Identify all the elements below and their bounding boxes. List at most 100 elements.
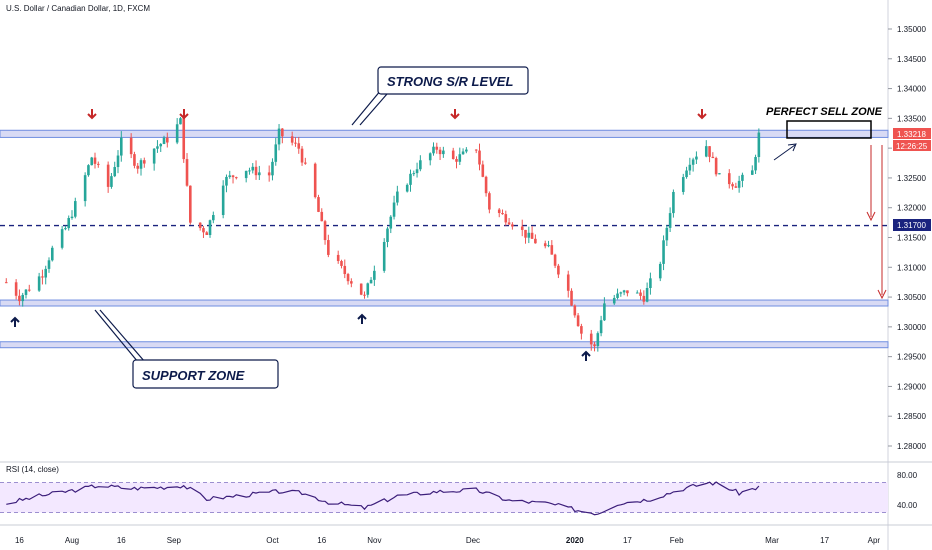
- candle-body: [90, 157, 94, 166]
- buy-signal-arrowhead: [581, 350, 591, 357]
- support-zone-1: [0, 299, 889, 307]
- candle-body: [438, 149, 442, 155]
- candle-body: [336, 254, 340, 262]
- candle-body: [228, 175, 232, 177]
- candle-body: [346, 274, 350, 282]
- candle-body: [635, 292, 639, 294]
- candle-body: [757, 132, 761, 158]
- candle-body: [350, 281, 353, 284]
- candle-body: [580, 326, 583, 334]
- candle-body: [254, 166, 258, 176]
- time-tick-label: 2020: [566, 536, 584, 545]
- target-arrows: [866, 145, 887, 300]
- price-tick-label: 1.28000: [897, 442, 926, 451]
- candle-body: [67, 218, 71, 229]
- candle-body: [639, 292, 642, 296]
- last-price-text: 1.33218: [897, 130, 926, 139]
- candle-body: [359, 283, 363, 295]
- candle-body: [4, 282, 8, 284]
- candle-body: [734, 186, 738, 188]
- time-tick-label: Oct: [266, 536, 279, 545]
- candle-body: [304, 162, 307, 164]
- candle-body: [343, 265, 347, 275]
- candle-body: [573, 305, 577, 316]
- support-callout: SUPPORT ZONE: [94, 309, 279, 389]
- price-axis[interactable]: 1.350001.345001.340001.335001.330001.325…: [888, 25, 926, 451]
- candle-body: [695, 156, 698, 160]
- candle-body: [198, 222, 202, 229]
- candle-body: [382, 241, 386, 271]
- candle-body: [235, 177, 238, 179]
- countdown-badge: [893, 140, 931, 151]
- candle-body: [451, 150, 455, 160]
- rsi-tick-label: 80.00: [897, 471, 918, 480]
- candle-body: [622, 290, 626, 293]
- candle-body: [290, 136, 294, 143]
- symbol-title: U.S. Dollar / Canadian Dollar, 1D, FXCM: [6, 4, 151, 13]
- candle-body: [603, 303, 606, 321]
- candle-body: [392, 202, 396, 217]
- candle-body: [481, 164, 485, 177]
- candle-body: [156, 146, 159, 149]
- candle-body: [642, 295, 646, 302]
- candle-body: [73, 201, 77, 217]
- time-tick-label: Dec: [466, 536, 480, 545]
- candle-body: [557, 265, 560, 275]
- candle-body: [589, 333, 593, 345]
- candle-body: [231, 175, 235, 178]
- rsi-tick-label: 40.00: [897, 501, 918, 510]
- candle-body: [455, 159, 458, 162]
- candle-body: [718, 173, 721, 175]
- candle-body: [248, 170, 251, 172]
- rsi-layer: 80.00 40.00: [0, 471, 918, 516]
- candle-body: [507, 222, 511, 225]
- candle-body: [93, 157, 97, 164]
- candle-body: [570, 290, 573, 306]
- candle-body: [189, 185, 192, 223]
- candle-body: [534, 238, 537, 244]
- candle-body: [714, 158, 718, 175]
- candle-body: [366, 283, 370, 295]
- candle-body: [435, 146, 439, 150]
- candle-body: [50, 247, 54, 261]
- candle-body: [649, 278, 652, 289]
- candle-body: [754, 157, 757, 171]
- candle-body: [96, 163, 100, 165]
- candle-body: [658, 263, 662, 279]
- candle-body: [547, 245, 550, 247]
- candle-body: [297, 143, 301, 149]
- candle-body: [205, 232, 209, 236]
- candle-body: [737, 180, 741, 188]
- rsi-band: [0, 482, 888, 513]
- resistance-callout: STRONG S/R LEVEL: [351, 66, 529, 126]
- time-axis[interactable]: 16 Aug 16 Sep Oct 16 Nov Dec 2020 17 Feb Mar 17 Apr: [15, 536, 880, 545]
- candle-body: [37, 276, 41, 291]
- candle-body: [566, 274, 570, 291]
- price-tick-label: 1.34500: [897, 55, 926, 64]
- candle-body: [313, 163, 317, 198]
- time-tick-label: Aug: [65, 536, 79, 545]
- candle-body: [129, 137, 133, 155]
- candle-body: [488, 193, 491, 210]
- support-callout-pointer: [94, 309, 139, 363]
- candle-body: [612, 297, 616, 304]
- time-tick-label: 17: [623, 536, 632, 545]
- resistance-zone: [0, 129, 889, 138]
- candle-body: [708, 146, 711, 157]
- candle-body: [294, 142, 297, 144]
- support-callout-pointer-2: [99, 309, 146, 363]
- candle-body: [685, 170, 688, 178]
- time-tick-label: 16: [117, 536, 126, 545]
- candle-body: [524, 229, 527, 238]
- candle-body: [501, 213, 504, 215]
- time-tick-label: Mar: [765, 536, 779, 545]
- candle-body: [208, 220, 212, 236]
- candle-body: [363, 294, 366, 296]
- candle-body: [731, 184, 734, 187]
- candle-body: [119, 137, 123, 156]
- candle-body: [461, 151, 465, 155]
- price-tick-label: 1.31000: [897, 263, 926, 272]
- time-tick-label: Sep: [167, 536, 182, 545]
